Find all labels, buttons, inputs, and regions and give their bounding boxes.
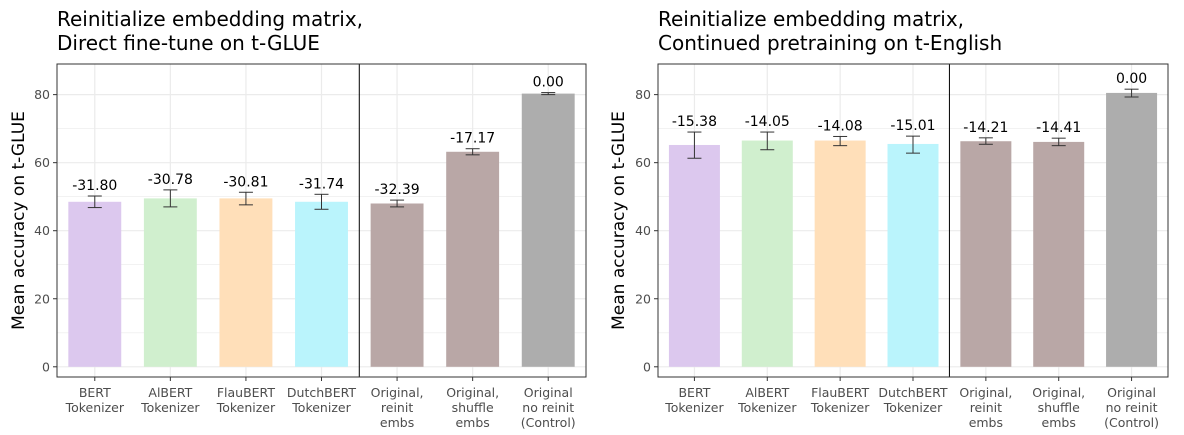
data-label-7: 0.00 [533,75,564,91]
y-tick-label: 40 [635,223,651,238]
chart-title-line: Reinitialize embedding matrix, [658,7,964,31]
x-tick-label-line: DutchBERT [878,385,947,400]
x-tick-label-line: (Control) [521,415,576,430]
x-tick-label-line: embs [380,415,414,430]
bar-2 [741,140,793,367]
x-tick-label-line: Tokenizer [664,400,724,415]
x-tick-label-line: Original, [446,385,499,400]
x-tick-label-line: BERT [678,385,710,400]
x-tick-label-line: Tokenizer [216,400,276,415]
y-tick-label: 60 [635,155,651,170]
x-tick-label-line: FlauBERT [811,385,869,400]
bar-4 [887,143,939,367]
x-tick-label-line: Original, [1032,385,1085,400]
x-tick-label-line: reinit [970,400,1002,415]
bar-3 [219,198,273,367]
y-tick-label: 40 [34,223,50,238]
y-tick-label: 0 [643,359,651,374]
x-tick-label-4: DutchBERT Tokenizer [878,385,947,415]
x-tick-label-line: DutchBERT [287,385,356,400]
bar-5 [960,141,1012,367]
chart-title: Reinitialize embedding matrix, Continued … [658,7,1002,55]
bar-1 [68,201,122,367]
bar-5 [370,203,424,367]
chart-title-line: Continued pretraining on t-English [658,31,1002,55]
x-tick-label-line: Original, [959,385,1012,400]
bar-7 [1106,92,1158,367]
bar-2 [143,198,197,367]
x-tick-label-2: AlBERT Tokenizer [737,385,797,415]
chart-title-line: Reinitialize embedding matrix, [57,7,363,31]
x-tick-label-line: no reinit [522,400,574,415]
data-label-6: -17.17 [450,131,495,147]
x-tick-label-5: Original, reinit embs [959,385,1012,430]
x-tick-label-line: (Control) [1104,415,1159,430]
data-label-2: -30.78 [148,172,193,188]
x-tick-label-line: Original [1107,385,1156,400]
x-tick-label-1: BERT Tokenizer [664,385,724,415]
chart-panel-1: Reinitialize embedding matrix, Direct fin… [9,7,587,430]
y-tick-label: 0 [42,359,50,374]
x-tick-label-6: Original, shuffle embs [446,385,499,430]
x-tick-label-line: Tokenizer [737,400,797,415]
x-tick-label-5: Original, reinit embs [371,385,424,430]
x-tick-label-line: Tokenizer [883,400,943,415]
bar-1 [668,144,720,367]
chart-title: Reinitialize embedding matrix, Direct fin… [57,7,363,55]
x-tick-label-line: shuffle [452,400,494,415]
x-tick-label-line: reinit [381,400,413,415]
x-tick-label-line: no reinit [1106,400,1158,415]
y-tick-label: 20 [34,291,50,306]
data-label-1: -31.80 [72,178,117,194]
x-tick-label-line: shuffle [1038,400,1080,415]
x-tick-label-line: Original [524,385,573,400]
x-tick-label-line: Tokenizer [291,400,351,415]
y-tick-label: 80 [34,87,50,102]
x-tick-label-3: FlauBERT Tokenizer [216,385,276,415]
x-tick-label-line: Tokenizer [65,400,125,415]
x-tick-label-4: DutchBERT Tokenizer [287,385,356,415]
data-label-3: -14.08 [818,118,863,134]
data-label-4: -15.01 [890,118,935,134]
bar-3 [814,140,866,367]
y-axis-label: Mean accuracy on t-GLUE [609,111,629,330]
x-tick-label-3: FlauBERT Tokenizer [810,385,870,415]
x-tick-label-1: BERT Tokenizer [65,385,125,415]
data-label-4: -31.74 [299,176,344,192]
x-tick-label-line: embs [455,415,489,430]
x-tick-label-line: Original, [371,385,424,400]
x-tick-label-line: AlBERT [745,385,789,400]
x-tick-label-7: Original no reinit (Control) [1104,385,1159,430]
y-tick-label: 80 [635,87,651,102]
data-label-1: -15.38 [672,114,717,130]
x-tick-label-line: Tokenizer [810,400,870,415]
bar-6 [446,151,500,367]
y-axis-label: Mean accuracy on t-GLUE [9,111,29,330]
data-label-7: 0.00 [1116,71,1147,87]
x-tick-label-7: Original no reinit (Control) [521,385,576,430]
bar-7 [521,93,575,367]
data-label-5: -32.39 [375,182,420,198]
x-tick-label-6: Original, shuffle embs [1032,385,1085,430]
chart-panel-2: Reinitialize embedding matrix, Continued … [609,7,1169,430]
data-label-5: -14.21 [963,120,1008,136]
x-tick-label-line: BERT [79,385,111,400]
chart-title-line: Direct fine-tune on t-GLUE [57,31,320,55]
y-tick-label: 60 [34,155,50,170]
x-tick-label-line: embs [1042,415,1076,430]
x-tick-label-line: AlBERT [148,385,192,400]
bar-6 [1033,141,1085,367]
data-label-3: -30.81 [223,174,268,190]
x-tick-label-2: AlBERT Tokenizer [140,385,200,415]
y-tick-label: 20 [635,291,651,306]
bar-4 [295,201,348,367]
x-tick-label-line: Tokenizer [140,400,200,415]
data-label-2: -14.05 [745,114,790,130]
data-label-6: -14.41 [1036,120,1081,136]
x-tick-label-line: embs [969,415,1003,430]
x-tick-label-line: FlauBERT [217,385,275,400]
